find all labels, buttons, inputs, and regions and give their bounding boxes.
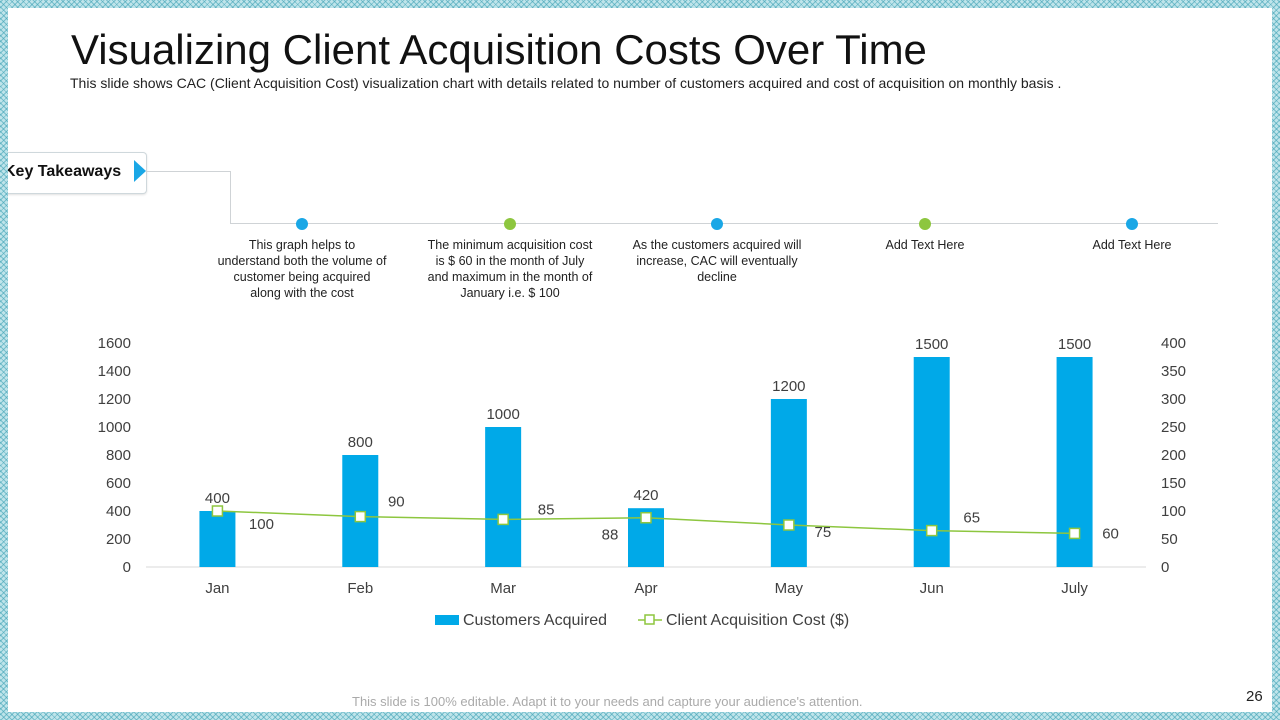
bar-data-label: 1000 bbox=[486, 406, 519, 423]
page-number: 26 bbox=[1246, 688, 1263, 705]
line-data-label: 85 bbox=[538, 501, 555, 518]
key-takeaways-tab bbox=[8, 152, 147, 194]
y-right-tick-label: 300 bbox=[1161, 391, 1186, 408]
arrow-right-icon bbox=[134, 160, 146, 182]
timeline-connector bbox=[146, 171, 230, 172]
y-left-tick-label: 0 bbox=[123, 559, 131, 576]
y-left-tick-label: 1400 bbox=[98, 363, 131, 380]
legend-bar-swatch bbox=[435, 615, 459, 625]
y-right-tick-label: 250 bbox=[1161, 419, 1186, 436]
line-point-marker bbox=[497, 513, 509, 526]
line-point-marker bbox=[354, 510, 367, 523]
takeaway-dot bbox=[504, 218, 516, 230]
x-tick-label: Jun bbox=[920, 580, 944, 597]
line-point-marker bbox=[925, 524, 938, 537]
legend-label-customers: Customers Acquired bbox=[463, 612, 607, 629]
bar-data-label: 400 bbox=[205, 490, 230, 507]
y-left-tick-label: 1000 bbox=[98, 419, 131, 436]
legend-label-cac: Client Acquisition Cost ($) bbox=[666, 612, 849, 629]
takeaway-dot bbox=[1126, 218, 1138, 230]
y-left-tick-label: 1600 bbox=[98, 335, 131, 352]
takeaway-dot bbox=[296, 218, 308, 230]
bar-data-label: 1500 bbox=[915, 336, 948, 353]
y-right-tick-label: 200 bbox=[1161, 447, 1186, 464]
line-point-marker bbox=[211, 505, 224, 517]
x-tick-label: Mar bbox=[490, 580, 516, 597]
page-title: Visualizing Client Acquisition Costs Ove… bbox=[71, 26, 927, 73]
y-left-tick-label: 200 bbox=[106, 531, 131, 548]
takeaway-text: As the customers acquired will increase,… bbox=[632, 238, 802, 284]
footer-note: This slide is 100% editable. Adapt it to… bbox=[352, 694, 863, 709]
bar bbox=[770, 399, 807, 567]
x-tick-label: Jan bbox=[205, 580, 229, 597]
x-tick-label: July bbox=[1061, 580, 1088, 597]
bar-data-label: 1200 bbox=[772, 378, 805, 395]
line-point-marker bbox=[1068, 527, 1081, 540]
line-data-label: 75 bbox=[815, 524, 832, 541]
line-data-label: 100 bbox=[249, 516, 274, 533]
y-right-tick-label: 50 bbox=[1161, 531, 1178, 548]
takeaway-text: Add Text Here bbox=[885, 238, 965, 252]
line-point-marker bbox=[783, 519, 795, 531]
line-point-marker bbox=[640, 511, 652, 524]
bar-data-label: 800 bbox=[348, 434, 373, 451]
y-left-tick-label: 1200 bbox=[98, 391, 131, 408]
line-data-label: 88 bbox=[602, 527, 619, 544]
y-left-tick-label: 800 bbox=[106, 447, 131, 464]
bar bbox=[199, 511, 236, 567]
y-right-tick-label: 150 bbox=[1161, 475, 1186, 492]
line-data-label: 60 bbox=[1102, 525, 1119, 542]
timeline-line bbox=[230, 223, 1218, 224]
x-tick-label: Feb bbox=[347, 580, 373, 597]
y-right-tick-label: 0 bbox=[1161, 559, 1169, 576]
x-tick-label: Apr bbox=[634, 580, 657, 597]
key-takeaways-label: Key Takeaways bbox=[8, 163, 122, 180]
bar-data-label: 420 bbox=[633, 487, 658, 504]
takeaway-dot bbox=[711, 218, 723, 230]
x-tick-label: May bbox=[775, 580, 804, 597]
line-data-label: 65 bbox=[963, 510, 980, 527]
y-right-tick-label: 350 bbox=[1161, 363, 1186, 380]
takeaway-text: The minimum acquisition cost is $ 60 in … bbox=[427, 238, 593, 300]
y-left-tick-label: 600 bbox=[106, 475, 131, 492]
line-data-label: 90 bbox=[388, 494, 405, 511]
bar-data-label: 1500 bbox=[1058, 336, 1091, 353]
combo-chart: 0 200 400 600 800 1000 1200 1400 1600 0 50 100 150 20… bbox=[98, 335, 1186, 629]
bar bbox=[485, 427, 522, 567]
slide: Visualizing Client Acquisition Costs Ove… bbox=[8, 8, 1272, 712]
takeaway-text: Add Text Here bbox=[1092, 238, 1172, 252]
page-subtitle: This slide shows CAC (Client Acquisition… bbox=[70, 75, 1062, 91]
takeaway-dot bbox=[919, 218, 931, 230]
takeaway-text: This graph helps to understand both the … bbox=[217, 238, 387, 300]
legend-line-marker bbox=[644, 614, 655, 625]
y-left-tick-label: 400 bbox=[106, 503, 131, 520]
y-right-tick-label: 100 bbox=[1161, 503, 1186, 520]
timeline-connector-vertical bbox=[230, 171, 231, 224]
y-right-tick-label: 400 bbox=[1161, 335, 1186, 352]
